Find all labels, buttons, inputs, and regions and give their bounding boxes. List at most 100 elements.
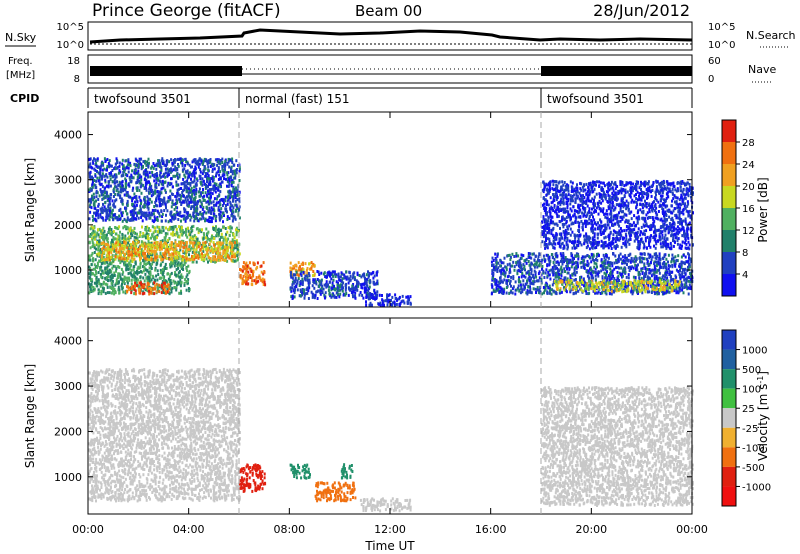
power-cell	[123, 280, 125, 284]
power-cell	[185, 200, 188, 204]
power-cell	[114, 226, 117, 229]
power-cell	[155, 172, 158, 175]
power-cell	[133, 207, 136, 210]
power-cell	[676, 242, 679, 246]
power-cell	[187, 278, 190, 282]
power-cell	[217, 244, 220, 248]
power-cell	[195, 189, 198, 193]
power-cell	[115, 175, 118, 179]
power-cell	[184, 217, 187, 221]
power-cell	[134, 195, 137, 199]
power-cell	[140, 213, 143, 217]
power-cell	[162, 275, 165, 279]
power-cell	[148, 255, 151, 259]
power-cell	[120, 267, 123, 271]
power-cell	[162, 242, 165, 246]
power-cell	[175, 288, 178, 292]
power-cell	[101, 172, 104, 176]
power-cell	[157, 183, 160, 187]
power-cell	[230, 213, 233, 217]
power-cell	[212, 188, 215, 192]
power-cell	[92, 236, 95, 240]
power-cell	[136, 253, 139, 257]
power-cell	[180, 194, 183, 198]
power-cell	[219, 199, 222, 202]
power-cell	[157, 197, 160, 201]
power-cell	[97, 292, 100, 296]
power-cell	[199, 177, 202, 181]
power-cell	[676, 239, 679, 242]
power-cell	[211, 216, 214, 220]
power-cell	[90, 165, 92, 169]
power-cell	[92, 259, 95, 263]
power-cell	[176, 188, 179, 192]
power-cell	[219, 247, 222, 251]
power-cell	[144, 235, 147, 239]
power-cell	[214, 229, 217, 233]
power-cell	[181, 275, 184, 279]
power-cell	[104, 201, 107, 205]
power-cell	[137, 162, 140, 166]
power-cell	[97, 198, 100, 201]
power-cell	[322, 272, 325, 276]
power-cell	[137, 216, 140, 220]
power-cell	[130, 175, 133, 179]
power-cell	[306, 286, 309, 290]
power-cell	[344, 293, 347, 297]
power-cell	[108, 159, 111, 163]
power-cell	[114, 181, 117, 185]
power-cell	[233, 241, 236, 245]
power-cell	[98, 194, 101, 198]
power-cell	[172, 248, 175, 252]
power-cell	[202, 236, 205, 240]
power-cell	[553, 246, 556, 250]
power-cell	[154, 256, 157, 260]
power-cell	[187, 204, 190, 208]
power-cell	[170, 232, 173, 236]
power-cell	[156, 209, 159, 213]
power-cell	[125, 185, 127, 189]
power-cell	[158, 190, 161, 194]
power-cell	[161, 162, 164, 165]
power-cell	[195, 248, 198, 252]
power-cell	[183, 207, 186, 211]
power-cell	[115, 269, 117, 273]
power-cell	[140, 240, 143, 244]
power-cell	[88, 205, 91, 209]
power-cell	[553, 204, 556, 207]
power-cell	[217, 206, 220, 209]
power-cell	[153, 281, 156, 285]
power-cell	[140, 216, 143, 219]
power-cell	[119, 230, 121, 234]
power-cell	[299, 282, 302, 286]
power-cell	[140, 256, 142, 260]
power-cell	[233, 246, 236, 250]
power-cell	[120, 199, 123, 203]
power-cell	[133, 192, 136, 196]
power-cell	[115, 198, 118, 202]
power-cell	[92, 192, 95, 196]
power-cell	[160, 229, 163, 233]
power-cell	[124, 234, 127, 238]
power-cell	[154, 191, 157, 195]
power-cell	[99, 259, 102, 263]
power-cell	[233, 176, 236, 180]
power-cell	[118, 288, 121, 292]
power-cell	[95, 209, 98, 213]
power-cell	[174, 165, 177, 169]
power-cell	[188, 244, 191, 248]
power-cell	[108, 212, 111, 216]
power-cell	[214, 249, 216, 253]
power-cell	[101, 177, 104, 181]
power-cell	[162, 226, 165, 229]
power-cell	[114, 162, 117, 166]
power-cell	[104, 242, 107, 246]
power-cell	[169, 181, 172, 185]
power-cell	[94, 267, 96, 271]
power-cell	[193, 251, 196, 255]
power-cell	[225, 249, 228, 252]
power-cell	[585, 246, 588, 250]
power-cell	[139, 250, 142, 254]
freq-right-tick-bottom: 0	[708, 74, 714, 85]
power-cell	[166, 246, 168, 250]
